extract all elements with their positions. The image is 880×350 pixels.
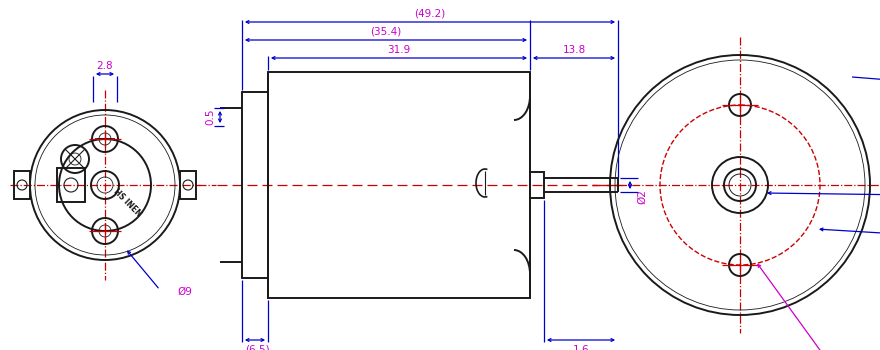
Text: (49.2): (49.2) bbox=[414, 9, 445, 19]
Text: 0.5: 0.5 bbox=[205, 109, 215, 125]
Text: 1.6: 1.6 bbox=[573, 345, 590, 350]
Bar bbox=[242, 92, 268, 278]
Text: Ø2: Ø2 bbox=[637, 190, 647, 204]
Bar bbox=[57, 168, 85, 202]
Text: HS INEN: HS INEN bbox=[111, 187, 143, 219]
Bar bbox=[268, 72, 530, 298]
Bar bbox=[14, 171, 30, 199]
Text: 31.9: 31.9 bbox=[387, 45, 411, 55]
Text: 2.8: 2.8 bbox=[97, 61, 114, 71]
Text: Ø9: Ø9 bbox=[177, 287, 192, 297]
Bar bbox=[180, 171, 196, 199]
Text: (6.5): (6.5) bbox=[245, 345, 269, 350]
Bar bbox=[530, 172, 544, 198]
Text: 13.8: 13.8 bbox=[562, 45, 585, 55]
Text: (35.4): (35.4) bbox=[370, 27, 401, 37]
